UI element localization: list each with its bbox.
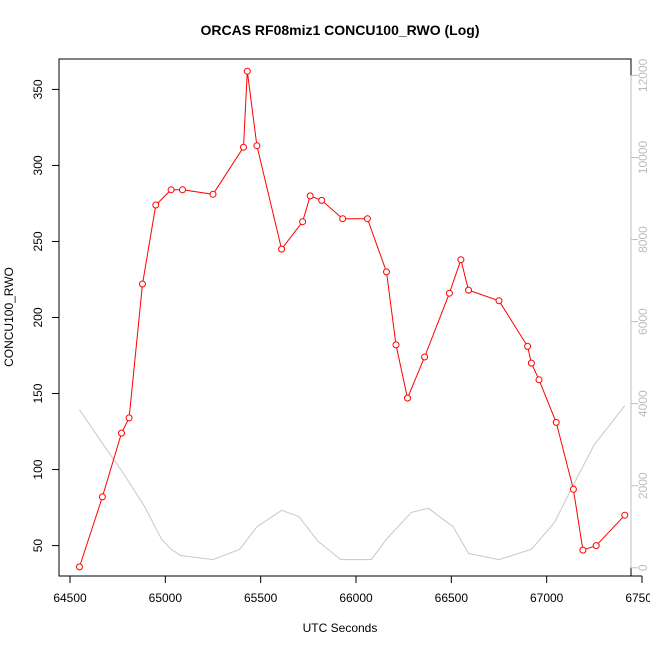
data-point <box>152 201 160 209</box>
data-point <box>306 192 314 200</box>
y2-tick-label: 0 <box>636 564 650 571</box>
data-point <box>139 280 146 288</box>
data-point <box>318 196 326 204</box>
x-axis-label: UTC Seconds <box>303 621 378 635</box>
x-tick-label: 64500 <box>53 591 87 605</box>
data-point <box>383 268 390 276</box>
y2-tick-label: 4000 <box>636 390 650 417</box>
y-tick-label: 200 <box>31 307 45 327</box>
y-tick-label: 350 <box>31 79 45 99</box>
series-left-points <box>76 67 629 571</box>
data-point <box>179 186 186 194</box>
y-tick-label: 250 <box>31 231 45 251</box>
x-tick-label: 65000 <box>149 591 183 605</box>
data-point <box>527 359 535 367</box>
data-point <box>569 485 577 493</box>
data-point <box>125 414 133 422</box>
y-tick-label: 100 <box>31 459 45 479</box>
data-point <box>404 394 411 402</box>
y-tick-label: 50 <box>31 539 45 553</box>
x-tick-label: 65500 <box>244 591 278 605</box>
data-point <box>579 546 587 554</box>
data-point <box>243 67 251 75</box>
data-point <box>253 142 261 150</box>
data-point <box>552 418 560 426</box>
data-point <box>278 245 286 253</box>
data-point <box>495 297 503 305</box>
data-point <box>76 563 83 571</box>
x-tick-label: 66500 <box>435 591 469 605</box>
y2-tick-label: 2000 <box>636 472 650 499</box>
data-point <box>363 215 371 223</box>
series-right-line <box>79 405 626 561</box>
x-tick-label: 67000 <box>530 591 564 605</box>
data-point <box>535 376 543 384</box>
y-tick-label: 300 <box>31 155 45 175</box>
data-point <box>209 190 217 198</box>
data-point <box>167 186 175 194</box>
axes-layer: 64500 65000 65500 66000 66500 67000 67500 50 100… <box>31 58 650 605</box>
series-left-line <box>79 71 626 568</box>
x-tick-label: 66000 <box>339 591 373 605</box>
data-point <box>457 256 465 264</box>
data-point <box>118 429 125 437</box>
y2-tick-label: 8000 <box>636 226 650 253</box>
y-axis-label: CONCU100_RWO <box>2 267 16 367</box>
data-point <box>421 353 429 361</box>
x-tick-label: 67500 <box>625 591 650 605</box>
data-point <box>240 143 247 151</box>
chart-title: ORCAS RF08miz1 CONCU100_RWO (Log) <box>200 22 479 38</box>
plot-frame <box>58 58 632 577</box>
y2-tick-label: 10000 <box>636 140 650 174</box>
data-point <box>592 542 600 550</box>
y2-tick-label: 12000 <box>636 58 650 92</box>
data-point <box>524 342 532 350</box>
data-point <box>98 493 106 501</box>
data-point <box>392 341 400 349</box>
data-point <box>445 289 453 297</box>
data-point <box>465 286 472 294</box>
y-tick-label: 150 <box>31 383 45 403</box>
data-point <box>621 511 629 519</box>
y2-tick-label: 6000 <box>636 308 650 335</box>
data-point <box>299 218 307 226</box>
data-point <box>339 215 347 223</box>
